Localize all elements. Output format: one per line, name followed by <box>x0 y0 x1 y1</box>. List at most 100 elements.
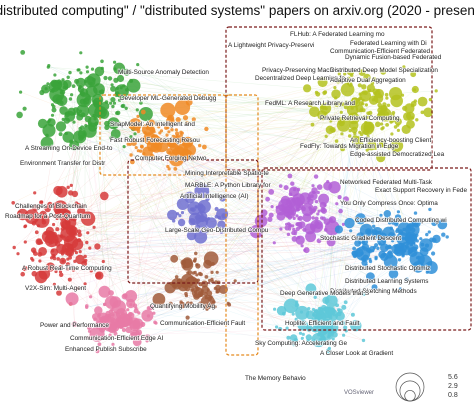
node <box>365 139 377 151</box>
node <box>215 270 219 274</box>
node-label: Deep Generative Models that S <box>280 290 369 297</box>
edge <box>90 146 174 297</box>
node-label: Communication-Efficient Federated <box>330 48 430 55</box>
edge <box>187 238 407 281</box>
node <box>203 251 219 266</box>
node <box>59 265 63 269</box>
node <box>135 108 139 112</box>
node <box>204 226 208 230</box>
node <box>68 97 73 101</box>
node <box>428 97 433 102</box>
node <box>47 118 56 127</box>
node <box>100 59 104 64</box>
node <box>214 207 219 211</box>
node <box>323 218 331 225</box>
node <box>148 119 155 127</box>
edge <box>50 266 105 305</box>
node <box>85 304 89 308</box>
node <box>314 314 326 326</box>
legend-circle <box>395 372 425 402</box>
node <box>170 128 174 132</box>
node <box>40 136 54 150</box>
node <box>273 307 277 311</box>
node <box>352 246 356 251</box>
node <box>110 85 117 92</box>
node-label: Environment Transfer for Distr <box>20 160 106 167</box>
node <box>278 184 283 188</box>
node <box>350 73 354 77</box>
node <box>314 199 319 204</box>
node <box>128 142 132 146</box>
node <box>112 101 117 105</box>
node <box>89 269 94 273</box>
node <box>142 334 147 339</box>
node <box>441 232 446 237</box>
node <box>134 146 138 150</box>
node-label: Sky Computing: Accelerating Ge <box>255 340 347 347</box>
node <box>383 254 398 269</box>
node <box>295 226 300 231</box>
node <box>146 306 151 311</box>
edge <box>114 68 371 127</box>
node <box>34 230 39 235</box>
node <box>101 259 105 264</box>
node <box>363 73 371 82</box>
node <box>324 134 328 138</box>
edge <box>82 107 324 135</box>
node <box>378 112 383 116</box>
node <box>89 295 93 299</box>
node <box>109 136 113 140</box>
node <box>313 309 318 314</box>
node-label: Roadmap for a Post-Quantum <box>5 213 90 220</box>
node <box>309 106 320 118</box>
node <box>386 144 392 150</box>
node-label: Artificial Intelligence (AI) <box>180 193 249 200</box>
edge <box>59 124 344 205</box>
node <box>182 115 189 121</box>
node <box>290 181 295 186</box>
node <box>193 257 197 261</box>
node <box>292 343 296 347</box>
node <box>292 193 305 206</box>
node <box>88 246 92 250</box>
node <box>295 214 299 218</box>
edge <box>173 108 405 153</box>
node <box>66 239 70 243</box>
node <box>389 226 393 230</box>
node <box>217 220 226 229</box>
node <box>366 272 375 281</box>
node <box>31 258 35 262</box>
node <box>66 75 70 80</box>
node <box>351 117 355 122</box>
node <box>77 238 82 243</box>
node <box>96 325 101 330</box>
node <box>165 133 169 137</box>
node <box>425 232 429 237</box>
edge <box>120 259 400 325</box>
node <box>316 322 329 336</box>
node <box>331 337 335 341</box>
node <box>431 237 437 243</box>
node <box>187 270 193 275</box>
node <box>414 222 419 227</box>
node <box>159 129 164 133</box>
node <box>58 132 63 137</box>
node <box>149 126 156 133</box>
node <box>387 221 392 225</box>
node <box>313 295 317 299</box>
edge <box>84 99 380 119</box>
node <box>379 140 386 148</box>
node <box>52 222 56 227</box>
node-label: Challenges of Blockchain <box>15 203 87 210</box>
node <box>38 259 42 263</box>
edge <box>148 71 384 130</box>
node <box>388 232 395 239</box>
node <box>326 237 336 247</box>
edge <box>123 146 329 311</box>
node <box>110 319 114 323</box>
node <box>361 291 366 296</box>
node <box>170 254 179 263</box>
node <box>75 77 86 88</box>
node <box>385 123 389 127</box>
